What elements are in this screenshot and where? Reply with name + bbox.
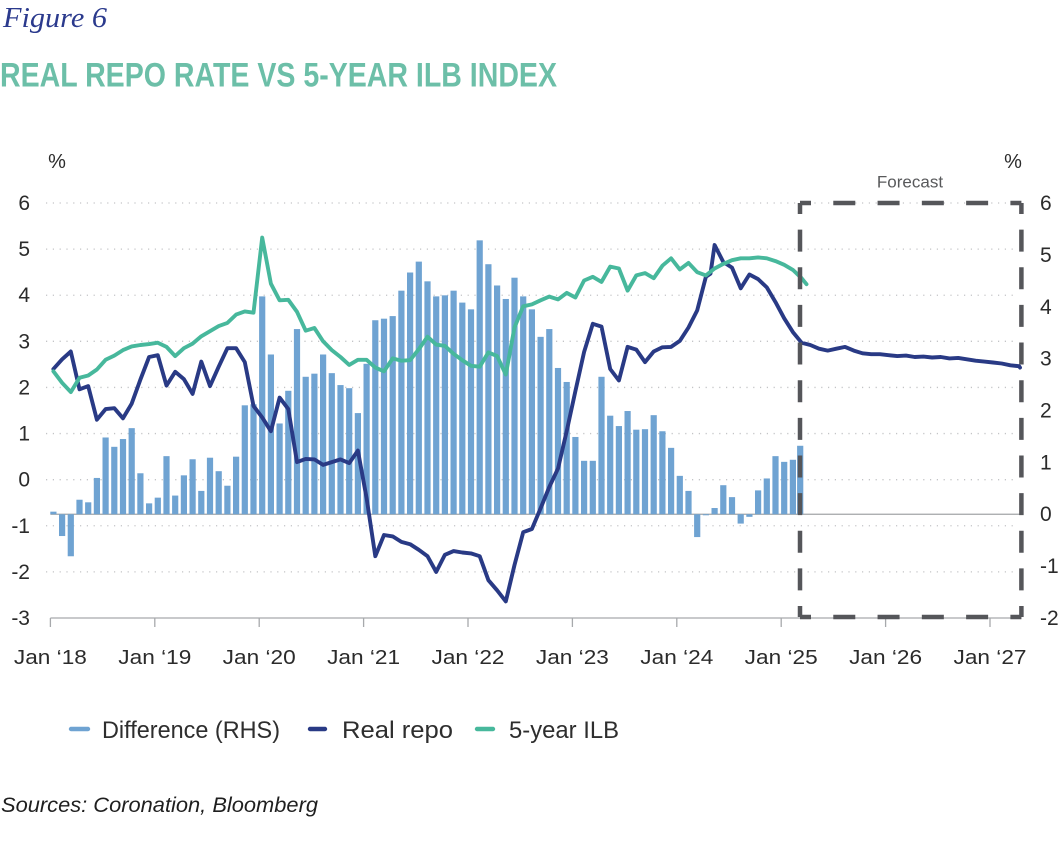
- svg-text:Jan ‘27: Jan ‘27: [954, 646, 1027, 669]
- svg-text:Jan ‘20: Jan ‘20: [223, 646, 296, 669]
- svg-text:-3: -3: [11, 607, 30, 630]
- svg-text:2: 2: [1040, 400, 1052, 423]
- svg-text:Jan ‘24: Jan ‘24: [640, 646, 713, 669]
- svg-text:2: 2: [18, 376, 30, 399]
- svg-text:0: 0: [1040, 503, 1052, 526]
- svg-text:4: 4: [18, 284, 30, 307]
- svg-text:%: %: [1004, 151, 1022, 173]
- svg-text:-2: -2: [1040, 607, 1059, 630]
- svg-text:Figure 6: Figure 6: [2, 3, 107, 34]
- svg-text:Jan ‘26: Jan ‘26: [849, 646, 922, 669]
- svg-text:Jan ‘25: Jan ‘25: [745, 646, 818, 669]
- svg-text:%: %: [48, 151, 66, 173]
- svg-text:Jan ‘21: Jan ‘21: [327, 646, 400, 669]
- svg-text:Forecast: Forecast: [877, 173, 943, 192]
- svg-text:Jan ‘19: Jan ‘19: [118, 646, 191, 669]
- svg-text:5: 5: [18, 238, 30, 261]
- svg-text:6: 6: [1040, 192, 1052, 215]
- svg-text:REAL REPO RATE VS 5-YEAR ILB I: REAL REPO RATE VS 5-YEAR ILB INDEX: [0, 57, 557, 95]
- svg-text:1: 1: [18, 423, 30, 446]
- svg-text:Difference (RHS): Difference (RHS): [102, 717, 280, 744]
- svg-text:Jan ‘23: Jan ‘23: [536, 646, 609, 669]
- svg-text:5: 5: [1040, 244, 1052, 267]
- svg-text:4: 4: [1040, 296, 1052, 319]
- svg-text:1: 1: [1040, 451, 1052, 474]
- svg-text:Real repo: Real repo: [342, 717, 453, 744]
- svg-text:-2: -2: [11, 561, 30, 584]
- svg-text:Jan ‘22: Jan ‘22: [432, 646, 505, 669]
- svg-text:Jan ‘18: Jan ‘18: [14, 646, 87, 669]
- svg-text:3: 3: [18, 330, 30, 353]
- svg-text:0: 0: [18, 469, 30, 492]
- svg-text:5-year ILB: 5-year ILB: [509, 717, 619, 744]
- svg-text:3: 3: [1040, 348, 1052, 371]
- svg-text:-1: -1: [11, 515, 30, 538]
- svg-text:Sources: Coronation, Bloomberg: Sources: Coronation, Bloomberg: [1, 794, 318, 817]
- svg-text:-1: -1: [1040, 555, 1059, 578]
- svg-text:6: 6: [18, 192, 30, 215]
